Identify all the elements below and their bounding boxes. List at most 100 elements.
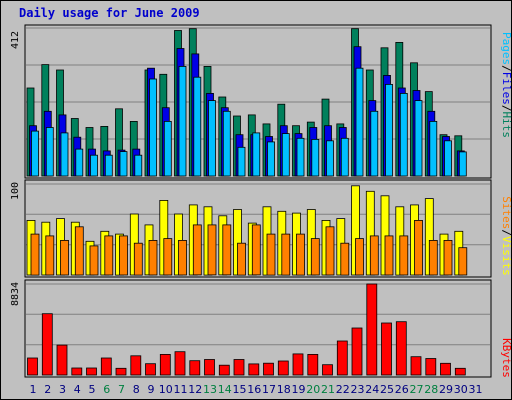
- day-label: 5: [89, 383, 96, 396]
- kbytes-bar: [71, 367, 83, 376]
- pages-bar: [399, 93, 408, 177]
- kbytes-bar: [366, 283, 378, 376]
- kbytes-bar: [204, 359, 215, 376]
- pages-bar: [75, 148, 84, 177]
- day-label: 18: [277, 383, 291, 396]
- legend-separator: /: [500, 105, 512, 112]
- legend-files: Files: [500, 72, 512, 105]
- kbytes-bar: [336, 340, 348, 376]
- day-label: 2: [44, 383, 51, 396]
- sites-bar: [266, 233, 276, 276]
- day-label: 3: [59, 383, 66, 396]
- sites-bar: [443, 239, 453, 276]
- kbytes-bar: [145, 363, 156, 376]
- pages-bar: [208, 100, 216, 177]
- day-label: 20: [306, 383, 320, 396]
- pages-bar: [252, 132, 261, 177]
- pages-bar: [45, 127, 54, 177]
- pages-files-hits-legend: Pages/Files/Hits: [500, 32, 512, 138]
- pages-bar: [267, 141, 275, 177]
- sites-bar: [104, 235, 114, 276]
- day-label: 9: [148, 383, 155, 396]
- day-labels: 1 2 3 4 5 6 7 8 9 10 11 12 13 14 15 16 17 18 19 20 21 22 23 24 2…: [30, 383, 483, 396]
- pages-bar: [444, 140, 452, 177]
- kbytes-bar: [100, 357, 112, 376]
- pages-bar: [458, 151, 467, 177]
- day-label: 6: [103, 383, 110, 396]
- day-label: 7: [118, 383, 125, 396]
- bars: [26, 28, 468, 376]
- pages-bar: [311, 138, 320, 177]
- hits-max-tick: 412: [10, 31, 21, 49]
- pages-bar: [178, 66, 187, 177]
- legend-visits: Visits: [500, 236, 512, 276]
- day-label: 13: [203, 383, 217, 396]
- sites-bar: [399, 235, 409, 276]
- legend-sites: Sites: [500, 196, 512, 229]
- visits-max-tick: 100: [10, 182, 21, 200]
- kbytes-bar: [263, 362, 274, 376]
- pages-bar: [340, 137, 349, 177]
- day-label: 23: [351, 383, 365, 396]
- kbytes-bar: [41, 313, 53, 376]
- sites-bar: [325, 226, 335, 276]
- sites-bar: [222, 224, 232, 276]
- sites-bar: [133, 242, 143, 276]
- kbytes-bar: [27, 357, 38, 376]
- sites-bar: [384, 235, 394, 276]
- day-label: 19: [292, 383, 306, 396]
- pages-bar: [296, 137, 305, 177]
- sites-bar: [192, 224, 202, 276]
- day-label: 27: [410, 383, 424, 396]
- pages-bar: [414, 100, 423, 177]
- day-label: 10: [159, 383, 173, 396]
- kbytes-bar: [322, 364, 333, 376]
- day-label: 1: [30, 383, 37, 396]
- day-label: 25: [380, 383, 394, 396]
- pages-bar: [281, 133, 290, 177]
- day-label: 24: [365, 383, 379, 396]
- kbytes-bar: [130, 355, 142, 376]
- pages-bar: [237, 146, 246, 177]
- kbytes-bar: [115, 367, 127, 376]
- day-label: 26: [395, 383, 409, 396]
- sites-bar: [178, 239, 187, 276]
- pages-bar: [90, 154, 98, 177]
- sites-bar: [458, 247, 468, 276]
- kbytes-bar: [395, 321, 407, 376]
- kbytes-bar: [233, 359, 245, 376]
- kbytes-bar: [307, 353, 319, 376]
- kbytes-bar: [454, 367, 466, 376]
- sites-bar: [296, 233, 305, 276]
- pages-bar: [193, 76, 202, 177]
- sites-bar: [281, 233, 291, 276]
- day-label: 15: [233, 383, 247, 396]
- pages-bar: [104, 154, 113, 177]
- pages-bar: [429, 121, 438, 177]
- day-label: 12: [188, 383, 202, 396]
- pages-bar: [31, 130, 39, 177]
- day-label: 4: [74, 383, 81, 396]
- pages-bar: [326, 140, 334, 177]
- day-label: 8: [133, 383, 140, 396]
- pages-bar: [222, 110, 231, 177]
- sites-bar: [428, 239, 438, 276]
- kbytes-bar: [410, 356, 422, 376]
- kbytes-bar: [86, 367, 97, 376]
- sites-bar: [148, 239, 158, 276]
- kbytes-bar: [248, 363, 260, 376]
- sites-bar: [60, 239, 69, 276]
- legend-pages: Pages: [500, 32, 512, 65]
- kbytes-bar: [440, 362, 451, 376]
- sites-bar: [89, 245, 99, 276]
- pages-bar: [355, 67, 364, 177]
- pages-bar: [119, 151, 128, 177]
- pages-bar: [370, 110, 379, 177]
- day-label: 22: [336, 383, 350, 396]
- legend-separator: /: [500, 65, 512, 72]
- pages-bar: [163, 121, 172, 177]
- sites-bar: [251, 224, 261, 276]
- kbytes-bar: [351, 327, 363, 376]
- sites-visits-legend: Sites/Visits: [500, 196, 512, 276]
